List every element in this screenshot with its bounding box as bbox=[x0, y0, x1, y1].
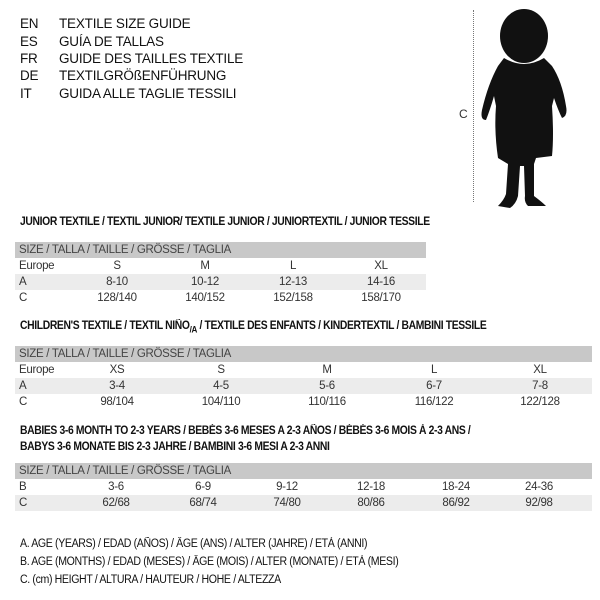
header-label: SIZE / TALLA / TAILLE / GRÖSSE / TAGLIA bbox=[19, 465, 232, 477]
cell: 80/86 bbox=[357, 497, 385, 509]
cell: 98/104 bbox=[100, 396, 134, 408]
language-code: IT bbox=[20, 86, 32, 101]
language-code: DE bbox=[20, 68, 39, 83]
row-label: A bbox=[19, 380, 27, 392]
cell: 158/170 bbox=[361, 292, 401, 304]
header-label: SIZE / TALLA / TAILLE / GRÖSSE / TAGLIA bbox=[19, 348, 232, 360]
cell: M bbox=[322, 364, 332, 376]
height-measure-line bbox=[473, 10, 474, 202]
cell: 3-4 bbox=[109, 380, 125, 392]
legend-c: C. (cm) HEIGHT / ALTURA / HAUTEUR / HÖHE… bbox=[20, 574, 281, 586]
row-label: A bbox=[19, 276, 27, 288]
row-label: C bbox=[19, 396, 28, 408]
cell: 10-12 bbox=[191, 276, 219, 288]
cell: 74/80 bbox=[273, 497, 301, 509]
cell: 8-10 bbox=[106, 276, 128, 288]
cell: 12-18 bbox=[357, 481, 385, 493]
cell: 12-13 bbox=[279, 276, 307, 288]
row-label: Europe bbox=[19, 260, 55, 272]
cell: 4-5 bbox=[213, 380, 229, 392]
cell: 9-12 bbox=[276, 481, 298, 493]
cell: 6-7 bbox=[426, 380, 442, 392]
junior-section-title: JUNIOR TEXTILE / TEXTIL JUNIOR/ TEXTILE … bbox=[20, 216, 430, 228]
cell: 62/68 bbox=[102, 497, 130, 509]
cell: M bbox=[200, 260, 210, 272]
legend-b: B. AGE (MONTHS) / EDAD (MESES) / ÂGE (MO… bbox=[20, 556, 399, 568]
language-title: GUÍA DE TALLAS bbox=[59, 34, 164, 49]
cell: 3-6 bbox=[108, 481, 124, 493]
header-label: SIZE / TALLA / TAILLE / GRÖSSE / TAGLIA bbox=[19, 244, 232, 256]
table-header: SIZE / TALLA / TAILLE / GRÖSSE / TAGLIA bbox=[15, 346, 592, 362]
row-label: B bbox=[19, 481, 27, 493]
cell: 6-9 bbox=[195, 481, 211, 493]
cell: 24-36 bbox=[525, 481, 553, 493]
cell: 152/158 bbox=[273, 292, 313, 304]
row-label: C bbox=[19, 292, 28, 304]
table-row: Europe S M L XL bbox=[15, 258, 426, 274]
cell: 104/110 bbox=[201, 396, 241, 408]
cell: 18-24 bbox=[442, 481, 470, 493]
cell: XS bbox=[109, 364, 125, 376]
language-code: FR bbox=[20, 51, 38, 66]
language-title: TEXTILGRÖßENFÜHRUNG bbox=[59, 68, 227, 83]
babies-section-title-line2: BABYS 3-6 MONATE BIS 2-3 JAHRE / BAMBINI… bbox=[20, 441, 330, 453]
children-section-title: CHILDREN'S TEXTILE / TEXTIL NIÑO/A / TEX… bbox=[20, 320, 487, 335]
cell: 7-8 bbox=[532, 380, 548, 392]
cell: L bbox=[289, 260, 297, 272]
language-title: GUIDE DES TAILLES TEXTILE bbox=[59, 51, 244, 66]
table-header: SIZE / TALLA / TAILLE / GRÖSSE / TAGLIA bbox=[15, 242, 426, 258]
cell: L bbox=[430, 364, 438, 376]
table-row: B 3-6 6-9 9-12 12-18 18-24 24-36 bbox=[15, 479, 592, 495]
language-code: EN bbox=[20, 16, 39, 31]
cell: XL bbox=[374, 260, 388, 272]
language-code: ES bbox=[20, 34, 38, 49]
table-header: SIZE / TALLA / TAILLE / GRÖSSE / TAGLIA bbox=[15, 463, 592, 479]
cell: 5-6 bbox=[319, 380, 335, 392]
cell: 110/116 bbox=[308, 396, 346, 408]
title-subscript: /A bbox=[189, 324, 198, 335]
cell: 140/152 bbox=[185, 292, 225, 304]
table-row: Europe XS S M L XL bbox=[15, 362, 592, 378]
junior-size-table: SIZE / TALLA / TAILLE / GRÖSSE / TAGLIA … bbox=[15, 242, 426, 306]
language-title: TEXTILE SIZE GUIDE bbox=[59, 16, 191, 31]
cell: 86/92 bbox=[442, 497, 470, 509]
table-row: C 98/104 104/110 110/116 116/122 122/128 bbox=[15, 394, 592, 410]
title-text: / TEXTILE DES ENFANTS / KINDERTEXTIL / B… bbox=[196, 320, 487, 332]
cell: S bbox=[113, 260, 121, 272]
cell: 92/98 bbox=[525, 497, 553, 509]
language-title: GUIDA ALLE TAGLIE TESSILI bbox=[59, 86, 237, 101]
children-size-table: SIZE / TALLA / TAILLE / GRÖSSE / TAGLIA … bbox=[15, 346, 592, 410]
table-row: A 3-4 4-5 5-6 6-7 7-8 bbox=[15, 378, 592, 394]
row-label: Europe bbox=[19, 364, 55, 376]
child-silhouette-icon bbox=[481, 9, 567, 208]
row-label: C bbox=[19, 497, 28, 509]
cell: XL bbox=[533, 364, 547, 376]
title-text: CHILDREN'S TEXTILE / TEXTIL NIÑO bbox=[20, 320, 190, 332]
cell: 68/74 bbox=[189, 497, 217, 509]
cell: 122/128 bbox=[520, 396, 560, 408]
table-row: C 128/140 140/152 152/158 158/170 bbox=[15, 290, 426, 306]
cell: S bbox=[217, 364, 225, 376]
cell: 128/140 bbox=[97, 292, 137, 304]
cell: 14-16 bbox=[367, 276, 395, 288]
babies-size-table: SIZE / TALLA / TAILLE / GRÖSSE / TAGLIA … bbox=[15, 463, 592, 511]
height-measure-label: C bbox=[459, 107, 468, 121]
babies-section-title-line1: BABIES 3-6 MONTH TO 2-3 YEARS / BEBÉS 3-… bbox=[20, 425, 471, 437]
legend-a: A. AGE (YEARS) / EDAD (AÑOS) / ÂGE (ANS)… bbox=[20, 538, 368, 550]
cell: 116/122 bbox=[414, 396, 454, 408]
table-row: A 8-10 10-12 12-13 14-16 bbox=[15, 274, 426, 290]
table-row: C 62/68 68/74 74/80 80/86 86/92 92/98 bbox=[15, 495, 592, 511]
